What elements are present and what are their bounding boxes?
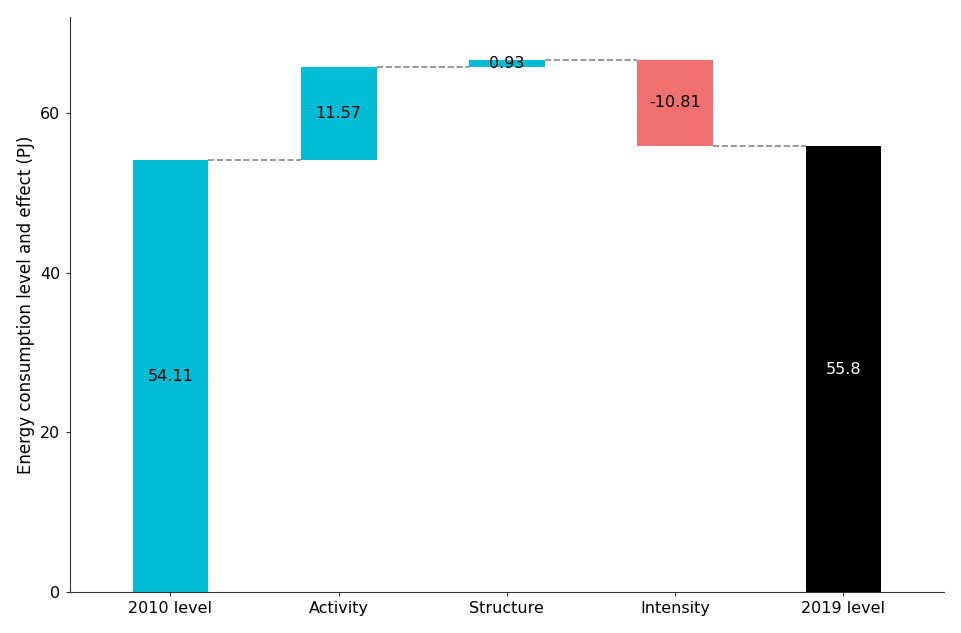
- Bar: [805, 146, 881, 592]
- Bar: [301, 67, 377, 160]
- Text: -10.81: -10.81: [650, 96, 701, 111]
- Bar: [469, 60, 545, 67]
- Bar: [133, 160, 209, 592]
- Bar: [637, 60, 713, 146]
- Y-axis label: Energy consumption level and effect (PJ): Energy consumption level and effect (PJ): [16, 135, 35, 473]
- Text: 54.11: 54.11: [147, 368, 193, 384]
- Text: 0.93: 0.93: [489, 56, 525, 71]
- Text: 55.8: 55.8: [825, 361, 861, 377]
- Text: 11.57: 11.57: [316, 106, 361, 121]
